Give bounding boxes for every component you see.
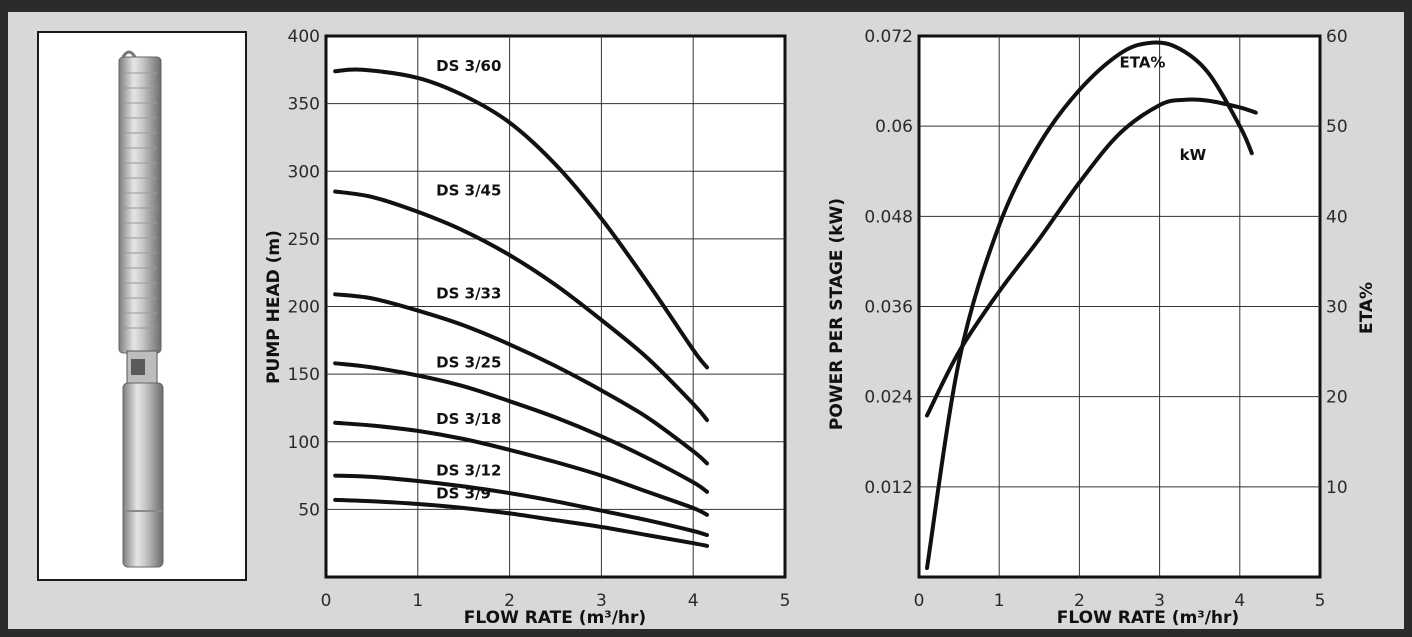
head-curve-label: DS 3/12 bbox=[436, 462, 501, 480]
head-y-tick-label: 50 bbox=[298, 500, 320, 520]
head-y-tick-label: 100 bbox=[288, 433, 320, 453]
power-y-axis-title: POWER PER STAGE (kW) bbox=[827, 198, 847, 430]
power-y-tick-label: 0.06 bbox=[875, 117, 913, 137]
head-curve-label: DS 3/60 bbox=[436, 57, 501, 75]
head-curve-line bbox=[333, 420, 709, 517]
head-x-tick-label: 1 bbox=[412, 591, 423, 611]
power-x-tick-label: 0 bbox=[914, 591, 925, 611]
head-x-tick-label: 0 bbox=[321, 591, 332, 611]
power-y-tick-label: 0.024 bbox=[864, 388, 913, 408]
head-x-axis-title: FLOW RATE (m³/hr) bbox=[464, 608, 646, 628]
head-curve-label: DS 3/18 bbox=[436, 410, 501, 428]
power-x-tick-label: 5 bbox=[1315, 591, 1326, 611]
head-y-tick-label: 150 bbox=[288, 365, 320, 385]
head-curve-line bbox=[333, 292, 709, 466]
pump-image-frame bbox=[37, 31, 247, 581]
head-y-tick-label: 200 bbox=[288, 298, 320, 318]
submersible-pump-image bbox=[118, 50, 164, 568]
pump-head-chart: 0 1 2 3 4 5 400 350 300 250 200 150 100 50 DS 3/60 DS… bbox=[264, 27, 791, 628]
head-curve-line bbox=[333, 497, 709, 548]
head-x-tick-label: 3 bbox=[596, 591, 607, 611]
head-curve-line bbox=[333, 67, 709, 370]
head-y-tick-label: 400 bbox=[288, 27, 320, 47]
power-x-axis-title: FLOW RATE (m³/hr) bbox=[1057, 608, 1239, 628]
head-curve-label: DS 3/25 bbox=[436, 353, 501, 371]
power-y2-tick-label: 30 bbox=[1326, 298, 1348, 318]
head-curve-label: DS 3/33 bbox=[436, 284, 501, 302]
head-curve-line bbox=[333, 361, 709, 494]
head-x-tick-label: 4 bbox=[688, 591, 699, 611]
head-curve-label: DS 3/45 bbox=[436, 182, 501, 200]
head-x-tick-label: 5 bbox=[780, 591, 791, 611]
head-y-tick-label: 350 bbox=[288, 95, 320, 115]
power-y2-tick-label: 20 bbox=[1326, 388, 1348, 408]
head-curve-label: DS 3/9 bbox=[436, 485, 491, 503]
head-x-tick-label: 2 bbox=[504, 591, 515, 611]
head-y-axis-title: PUMP HEAD (m) bbox=[264, 230, 284, 384]
power-y-tick-label: 0.048 bbox=[864, 207, 913, 227]
power-y2-tick-label: 60 bbox=[1326, 27, 1348, 47]
power-y-tick-label: 0.036 bbox=[864, 298, 913, 318]
power-efficiency-chart: 0 1 2 3 4 5 0.072 0.06 0.048 0.036 0.024 0.012 60 5… bbox=[827, 27, 1377, 628]
power-x-tick-label: 2 bbox=[1074, 591, 1085, 611]
head-y-tick-label: 250 bbox=[288, 230, 320, 250]
power-y2-axis-title: ETA% bbox=[1357, 282, 1377, 334]
power-curve-label: ETA% bbox=[1120, 54, 1166, 72]
head-curve-line bbox=[333, 189, 709, 423]
power-y-tick-label: 0.072 bbox=[864, 27, 913, 47]
power-curve-line bbox=[925, 97, 1258, 418]
power-x-tick-label: 3 bbox=[1154, 591, 1165, 611]
power-curve-label: kW bbox=[1180, 146, 1207, 164]
head-curve-line bbox=[333, 473, 709, 538]
power-y2-tick-label: 10 bbox=[1326, 478, 1348, 498]
power-x-tick-label: 4 bbox=[1234, 591, 1245, 611]
power-y2-tick-label: 50 bbox=[1326, 117, 1348, 137]
power-y-tick-label: 0.012 bbox=[864, 478, 913, 498]
head-y-tick-label: 300 bbox=[288, 162, 320, 182]
power-y2-tick-label: 40 bbox=[1326, 207, 1348, 227]
power-x-tick-label: 1 bbox=[994, 591, 1005, 611]
